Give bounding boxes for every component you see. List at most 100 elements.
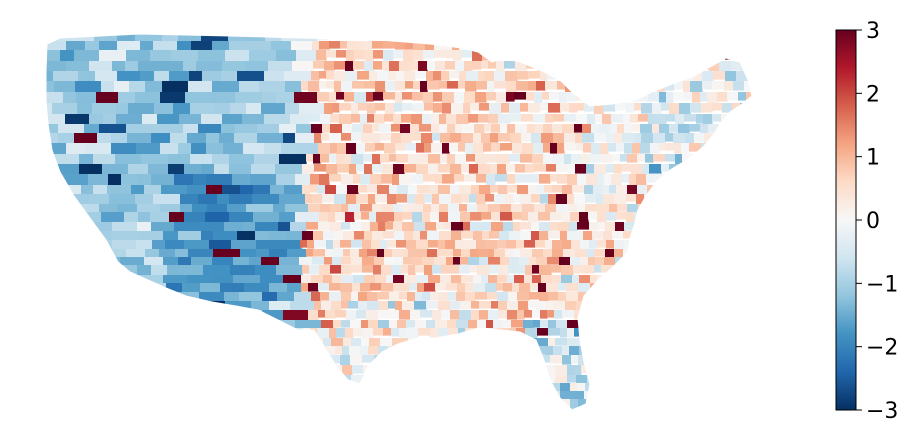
county-cell [711, 399, 721, 408]
county-cell [548, 231, 561, 239]
county-cell [649, 212, 660, 221]
county-cell [632, 50, 643, 58]
county-cell [679, 355, 691, 363]
county-cell [624, 222, 634, 231]
county-cell [278, 320, 296, 341]
county-cell [695, 50, 707, 62]
county-cell [666, 391, 675, 400]
county-cell [319, 71, 327, 79]
county-cell [649, 164, 662, 174]
county-cell [392, 249, 402, 258]
county-cell [354, 231, 365, 240]
county-cell [463, 103, 471, 114]
county-cell [432, 265, 442, 274]
county-cell [419, 124, 432, 132]
county-cell [433, 408, 443, 419]
county-cell [177, 375, 197, 392]
county-cell [655, 265, 664, 274]
county-cell [341, 81, 353, 92]
county-cell [383, 50, 394, 61]
county-cell [685, 185, 693, 196]
county-cell [693, 275, 706, 287]
county-cell [494, 194, 506, 204]
county-cell [131, 320, 149, 341]
county-cell [646, 71, 655, 79]
county-cell [607, 338, 619, 346]
county-cell [626, 41, 637, 49]
county-cell [306, 222, 319, 230]
county-cell [730, 185, 740, 197]
county-cell [514, 92, 527, 100]
county-cell [384, 355, 392, 366]
county-cell [58, 355, 79, 369]
county-cell [128, 365, 142, 379]
county-cell [148, 310, 163, 332]
county-cell [236, 375, 250, 392]
county-cell [389, 61, 400, 72]
county-cell [441, 71, 450, 81]
county-cell [409, 283, 418, 291]
county-cell [89, 365, 104, 379]
county-cell [423, 174, 436, 182]
county-cell [385, 81, 396, 91]
county-cell [362, 265, 374, 273]
county-cell [699, 375, 707, 383]
county-cell [543, 154, 553, 165]
county-cell [571, 240, 581, 250]
county-cell [700, 391, 711, 400]
county-cell [439, 212, 449, 224]
county-cell [130, 301, 146, 314]
county-cell [432, 346, 442, 354]
county-cell [706, 204, 715, 214]
county-cell [675, 41, 688, 50]
county-cell [589, 50, 599, 62]
county-cell [303, 338, 312, 349]
county-cell [453, 408, 462, 418]
county-cell [672, 355, 680, 365]
county-cell [477, 265, 490, 276]
county-cell [674, 346, 685, 355]
county-cell [535, 240, 546, 248]
county-cell [57, 249, 83, 266]
county-cell [617, 365, 627, 376]
county-cell [712, 81, 725, 90]
county-cell [314, 240, 327, 248]
county-cell [520, 338, 529, 346]
county-cell [340, 240, 352, 248]
county-cell [651, 355, 664, 365]
county-cell [442, 103, 452, 114]
county-cell [378, 346, 389, 355]
county-cell [572, 185, 585, 193]
county-cell [739, 185, 748, 195]
county-cell [660, 408, 673, 420]
county-cell [754, 50, 763, 62]
county-cell [422, 212, 431, 224]
county-cell [524, 240, 536, 248]
county-cell [521, 133, 532, 142]
county-cell [244, 328, 261, 348]
county-cell [498, 265, 509, 277]
county-cell [415, 391, 427, 402]
county-cell [334, 81, 342, 93]
county-cell [174, 383, 191, 402]
county-cell [340, 355, 351, 366]
county-cell [673, 301, 686, 311]
county-cell [439, 81, 448, 89]
county-cell [635, 399, 645, 410]
county-cell [730, 346, 743, 355]
county-cell [687, 41, 695, 52]
county-cell [341, 257, 352, 265]
county-cell [334, 71, 346, 83]
county-cell [759, 185, 771, 195]
county-cell [565, 301, 577, 311]
county-cell [394, 231, 405, 241]
county-cell [711, 30, 719, 38]
county-cell [606, 164, 615, 173]
colorbar-tick-label: 2 [866, 82, 880, 107]
county-cell [367, 103, 376, 114]
county-cell [528, 103, 541, 113]
county-cell [190, 365, 214, 379]
county-cell [218, 355, 240, 369]
county-cell [494, 81, 507, 89]
county-cell [577, 174, 587, 186]
